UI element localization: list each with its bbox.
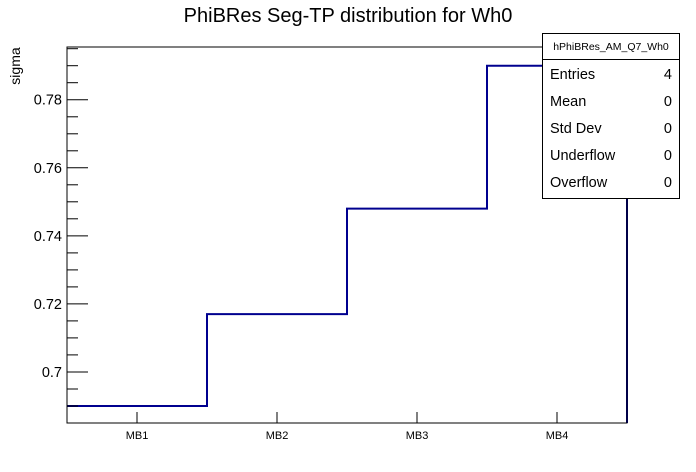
x-tick-label: MB4 — [546, 430, 569, 442]
y-axis-tick-labels: 0.7 0.72 0.74 0.76 0.78 — [34, 93, 62, 381]
plot-frame — [66, 46, 628, 424]
stats-box-rows: Entries 4 Mean 0 Std Dev 0 Underflow 0 Overflow 0 — [543, 60, 679, 198]
x-axis-ticks — [136, 412, 558, 423]
y-tick-label: 0.76 — [34, 161, 62, 177]
stat-row: Mean 0 — [543, 94, 679, 110]
y-tick-label: 0.78 — [34, 93, 62, 109]
y-tick-label: 0.74 — [34, 229, 62, 245]
x-axis-tick-labels: MB1 MB2 MB3 MB4 — [126, 430, 569, 442]
stat-label: Underflow — [550, 147, 616, 164]
stat-row: Underflow 0 — [543, 148, 679, 164]
y-tick-label: 0.7 — [42, 365, 62, 381]
stat-value: 0 — [663, 120, 672, 137]
stat-row: Entries 4 — [543, 67, 679, 83]
stat-value: 0 — [663, 94, 672, 111]
stat-value: 4 — [663, 67, 672, 84]
stat-row: Std Dev 0 — [543, 121, 679, 137]
x-tick-label: MB1 — [126, 430, 149, 442]
stats-box: hPhiBRes_AM_Q7_Wh0 Entries 4 Mean 0 Std Dev 0… — [542, 33, 680, 199]
stat-label: Std Dev — [550, 120, 602, 137]
stats-box-title: hPhiBRes_AM_Q7_Wh0 — [543, 34, 679, 60]
stat-label: Overflow — [550, 174, 608, 191]
x-tick-label: MB2 — [266, 430, 289, 442]
stat-row: Overflow 0 — [543, 175, 679, 191]
x-tick-label: MB3 — [406, 430, 429, 442]
y-axis-major-ticks — [67, 99, 88, 373]
stat-value: 0 — [663, 174, 672, 191]
stat-label: Entries — [550, 67, 596, 84]
stat-value: 0 — [663, 147, 672, 164]
chart-title: PhiBRes Seg-TP distribution for Wh0 — [183, 5, 513, 27]
y-axis-minor-ticks — [67, 48, 78, 424]
stat-label: Mean — [550, 94, 587, 111]
y-tick-label: 0.72 — [34, 297, 62, 313]
